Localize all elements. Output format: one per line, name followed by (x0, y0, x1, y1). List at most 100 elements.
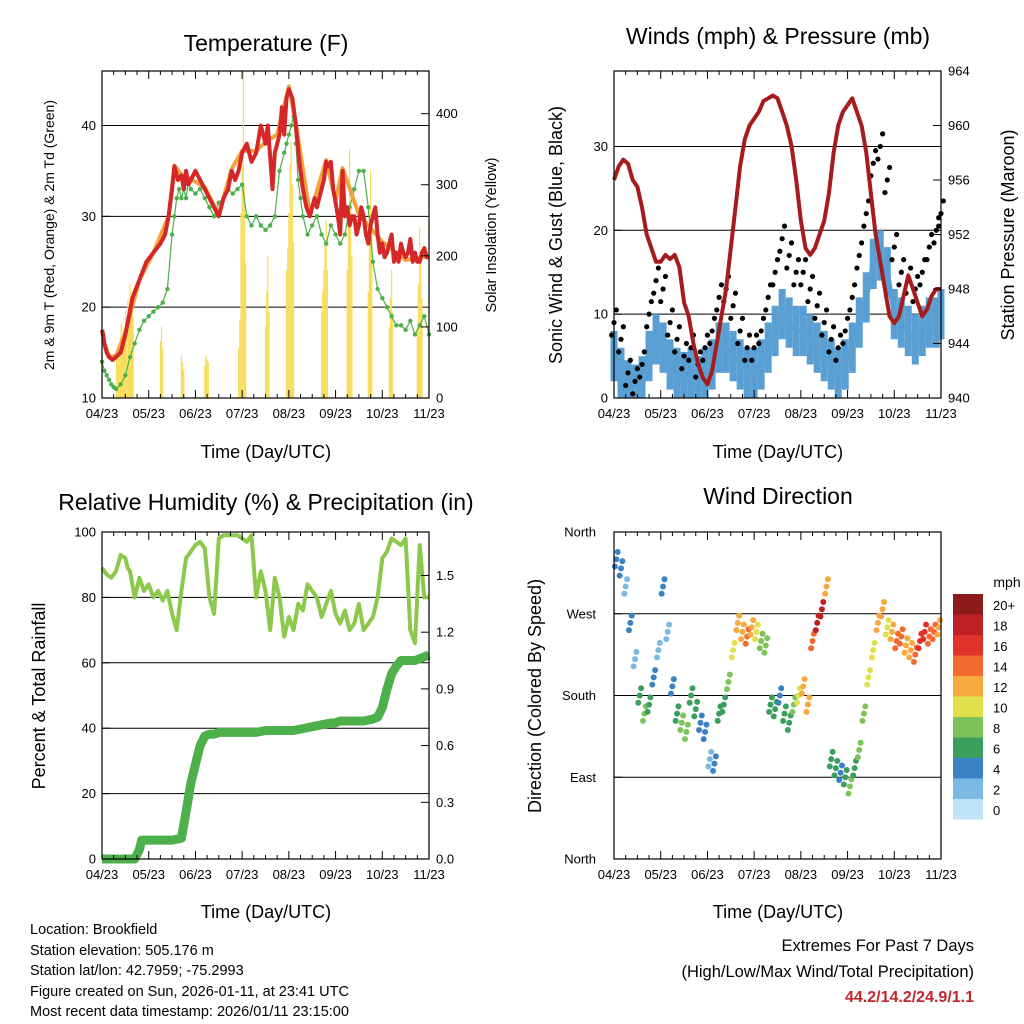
direction-point (920, 636, 927, 643)
colorbar-swatch (953, 594, 983, 615)
gust-point (681, 353, 687, 359)
direction-point (888, 628, 895, 635)
direction-point (750, 617, 757, 624)
gust-point (735, 340, 741, 347)
gust-point (847, 307, 853, 313)
direction-point (710, 767, 717, 774)
direction-point (618, 565, 625, 572)
gust-point (637, 374, 643, 380)
winds-title: Winds (mph) & Pressure (mb) (626, 23, 930, 49)
y2-tick-label: 956 (948, 173, 970, 188)
gust-point (854, 265, 860, 271)
gust-point (837, 332, 844, 338)
direction-point (638, 685, 645, 692)
direction-point (644, 708, 651, 715)
colorbar-label: 2 (993, 783, 1000, 798)
direction-point (639, 717, 646, 724)
y2-tick-label: 960 (948, 118, 970, 133)
x-tick-label: 08/23 (785, 867, 818, 882)
direction-point (874, 619, 881, 626)
direction-point (907, 647, 914, 654)
gust-point (618, 336, 624, 342)
direction-point (912, 651, 919, 658)
gust-point (777, 248, 783, 254)
gust-point (751, 345, 757, 351)
gust-point (910, 298, 916, 305)
direction-point (622, 583, 629, 590)
gust-point (894, 231, 900, 238)
y2-tick-label: 0.6 (436, 738, 454, 753)
direction-point (781, 710, 788, 717)
direction-point (682, 736, 689, 743)
direction-point (698, 712, 705, 719)
direction-point (683, 728, 690, 735)
direction-point (722, 694, 729, 701)
direction-point (666, 621, 673, 628)
direction-point (613, 556, 620, 563)
direction-point (902, 642, 909, 649)
gust-point (679, 366, 685, 372)
x-tick-label: 11/23 (925, 406, 957, 421)
direction-point (731, 639, 738, 646)
rh-line (100, 533, 429, 646)
extremes-summary: Extremes For Past 7 Days (High/Low/Max W… (681, 933, 974, 1011)
direction-point (719, 708, 726, 715)
direction-point (762, 642, 769, 649)
direction-point (635, 699, 642, 706)
direction-point (866, 667, 873, 674)
direction-point (870, 647, 877, 654)
colorbar-swatch (953, 614, 983, 635)
direction-point (882, 631, 889, 638)
direction-point (680, 712, 687, 719)
x-tick-label: 09/23 (319, 867, 352, 882)
direction-point (714, 717, 721, 724)
gust-point (774, 257, 781, 263)
y2-tick-label: 944 (948, 336, 970, 351)
direction-point (647, 694, 654, 701)
colorbar-swatch (953, 655, 983, 676)
gust-point (793, 269, 799, 275)
colorbar-swatch (953, 696, 983, 717)
gust-point (704, 332, 711, 338)
pressure-line (612, 93, 941, 387)
direction-point (739, 628, 746, 635)
direction-point (782, 703, 789, 710)
y-tick-label: 10 (594, 307, 608, 322)
direction-point (650, 674, 657, 681)
colorbar-label: 20+ (993, 598, 1015, 613)
gust-point (840, 340, 846, 347)
gust-point (707, 340, 713, 347)
precip-line (102, 650, 431, 864)
gust-point (936, 215, 942, 221)
x-tick-label: 11/23 (413, 406, 445, 421)
winds-ylabel-left: Sonic Wind & Gust (Blue, Black) (546, 106, 566, 364)
wind-line (611, 253, 944, 393)
extremes-legend: (High/Low/Max Wind/Total Precipitation) (681, 963, 974, 981)
gust-point (653, 278, 659, 284)
y-tick-label: North (564, 525, 596, 540)
direction-point (850, 772, 857, 779)
gust-point (786, 252, 792, 259)
gust-point (861, 223, 867, 229)
direction-point (881, 598, 888, 605)
rh-ylabel-left: Percent & Total Rainfall (29, 603, 49, 790)
direction-point (688, 692, 695, 699)
temp-2m-line (100, 87, 429, 362)
direction-point (838, 762, 845, 769)
station-latlon: Station lat/lon: 42.7959; -75.2993 (30, 963, 244, 979)
station-info: Location: Brookfield Station elevation: … (30, 920, 349, 1023)
y-tick-label: 10 (82, 391, 96, 406)
direction-point (720, 701, 727, 708)
y-tick-label: 20 (82, 786, 96, 801)
direction-point (614, 548, 621, 555)
direction-point (904, 635, 911, 642)
gust-point (835, 345, 841, 351)
x-tick-label: 11/23 (413, 867, 445, 882)
direction-point (756, 645, 763, 652)
direction-point (772, 706, 779, 713)
y-tick-label: North (564, 852, 596, 867)
wind-direction-chart: Wind Direction NorthWestSouthEastNorth04… (525, 483, 1021, 922)
gust-point (739, 315, 746, 321)
direction-point (703, 721, 710, 728)
